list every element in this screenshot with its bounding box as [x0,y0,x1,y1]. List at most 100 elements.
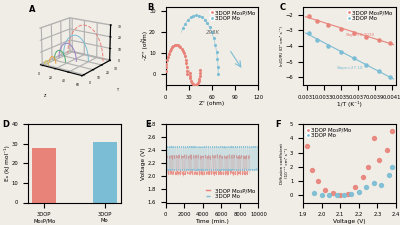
Point [348,192,354,196]
Legend: 3DOP Mo₃P/Mo, 3DOP Mo: 3DOP Mo₃P/Mo, 3DOP Mo [347,9,393,21]
Point [192,83,198,87]
Point [184,73,190,76]
Point [174,43,181,47]
Point [188,79,194,83]
Point [163,62,170,65]
Point [181,52,187,55]
Point [204,21,210,25]
Y-axis label: Diffusion coefficient
(10⁻¹³ cm² s⁻¹): Diffusion coefficient (10⁻¹³ cm² s⁻¹) [280,143,288,184]
Point [202,18,208,21]
Point [306,14,312,18]
Bar [92,142,117,202]
Point [196,77,202,81]
Legend: 3DOP Mo₃P/Mo, 3DOP Mo: 3DOP Mo₃P/Mo, 3DOP Mo [210,9,256,21]
Text: C: C [280,3,286,12]
Point [206,25,213,29]
Point [318,193,325,196]
Point [214,57,221,61]
Point [176,44,182,47]
Y-axis label: ln(D/R) (D² cm² s⁻¹): ln(D/R) (D² cm² s⁻¹) [280,26,284,66]
Point [190,82,196,86]
Point [315,179,321,183]
Point [197,72,204,75]
Point [193,14,200,17]
Point [187,16,194,19]
Point [363,35,370,38]
Point [189,81,195,85]
Point [215,73,221,76]
Point [341,193,347,196]
Point [173,43,180,47]
Point [350,57,357,60]
Point [387,41,393,45]
Point [213,50,220,53]
Point [186,71,193,74]
Point [370,137,377,140]
Point [314,38,321,41]
Point [163,66,169,69]
Point [311,191,318,195]
Point [196,14,202,17]
Point [325,23,332,27]
Point [183,61,190,65]
Point [376,158,382,162]
Point [378,184,384,187]
Y-axis label: Eₐ (kJ mol⁻¹): Eₐ (kJ mol⁻¹) [4,145,10,181]
Point [180,26,186,30]
Point [180,49,186,53]
Point [182,22,188,25]
Point [177,45,184,49]
Point [385,174,392,177]
X-axis label: Z': Z' [44,94,47,98]
Text: Slope=27.10: Slope=27.10 [337,66,363,70]
Point [344,192,351,196]
Point [190,14,196,18]
Point [187,77,194,80]
Point [389,165,396,169]
Point [314,19,321,23]
Text: A: A [29,5,36,14]
Point [185,18,191,22]
Legend: 3DOP Mo₃P/Mo, 3DOP Mo: 3DOP Mo₃P/Mo, 3DOP Mo [205,188,256,200]
Point [195,80,202,83]
Point [326,193,332,197]
Point [365,165,371,169]
Point [352,185,358,189]
Point [166,50,173,53]
Point [164,58,170,62]
Point [210,36,217,40]
Point [387,75,393,79]
Point [197,68,204,72]
Point [212,43,218,46]
Point [184,65,190,69]
Point [356,190,362,194]
Point [178,47,185,50]
Y-axis label: Voltage (V): Voltage (V) [141,147,146,180]
Point [197,74,203,78]
Point [199,15,205,19]
Point [322,188,328,191]
Point [338,50,344,54]
Bar [32,148,56,202]
Y-axis label: T: T [116,88,118,92]
Point [330,191,336,195]
Point [172,43,178,47]
Point [187,74,193,77]
Legend: 3DOP Mo₃P/Mo, 3DOP Mo: 3DOP Mo₃P/Mo, 3DOP Mo [306,127,352,139]
Point [325,44,332,48]
Y-axis label: -Z'' (ohm): -Z'' (ohm) [143,31,148,61]
Point [376,69,382,73]
Point [389,130,396,133]
Point [350,31,357,34]
Point [169,45,175,49]
Point [309,168,316,171]
Text: D: D [2,120,9,129]
Point [170,44,177,48]
Point [215,65,221,68]
Point [208,31,215,34]
Point [333,194,340,197]
X-axis label: Z' (ohm): Z' (ohm) [199,101,225,106]
Point [182,58,189,61]
X-axis label: 1/T (K⁻¹): 1/T (K⁻¹) [337,101,362,107]
Text: B: B [147,3,153,12]
